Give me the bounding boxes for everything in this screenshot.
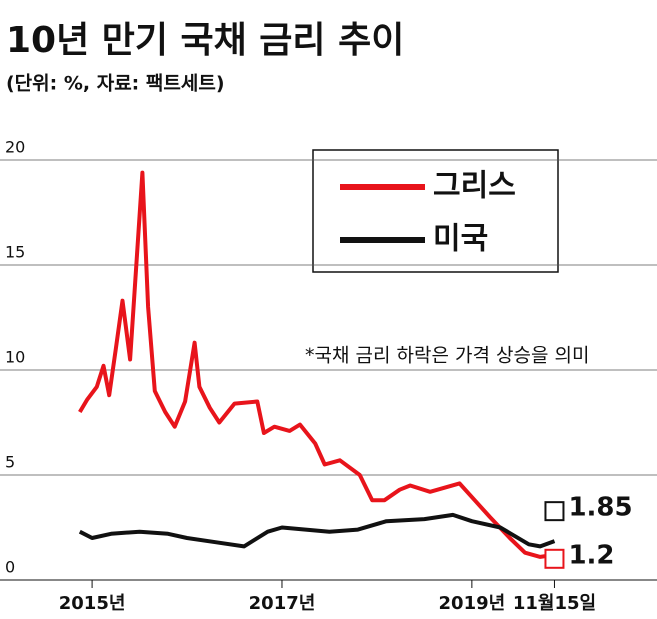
y-tick-label: 20 xyxy=(5,138,25,157)
end-marker xyxy=(544,548,565,569)
y-tick-label: 15 xyxy=(5,243,25,262)
y-tick-label: 10 xyxy=(5,348,25,367)
x-tick-label: 11월15일 xyxy=(513,593,596,614)
legend-label: 그리스 xyxy=(433,169,516,204)
x-tick-label: 2015년 xyxy=(59,593,126,614)
end-label: 1.85 xyxy=(568,493,632,523)
line xyxy=(78,170,555,559)
chart-title: 10년 만기 국채 금리 추이 xyxy=(6,20,404,61)
legend-box xyxy=(312,149,559,273)
annotation: *국채 금리 하락은 가격 상승을 의미 xyxy=(305,345,589,367)
y-tick-label: 0 xyxy=(5,558,15,577)
chart-subtitle: (단위: %, 자료: 팩트세트) xyxy=(6,73,225,95)
x-tick-label: 2017년 xyxy=(249,593,316,614)
end-marker xyxy=(544,501,565,522)
legend-label: 미국 xyxy=(433,222,488,257)
x-tick-label: 2019년 xyxy=(439,593,506,614)
line xyxy=(78,512,556,549)
y-tick-label: 5 xyxy=(5,453,15,472)
end-label: 1.2 xyxy=(568,540,614,570)
